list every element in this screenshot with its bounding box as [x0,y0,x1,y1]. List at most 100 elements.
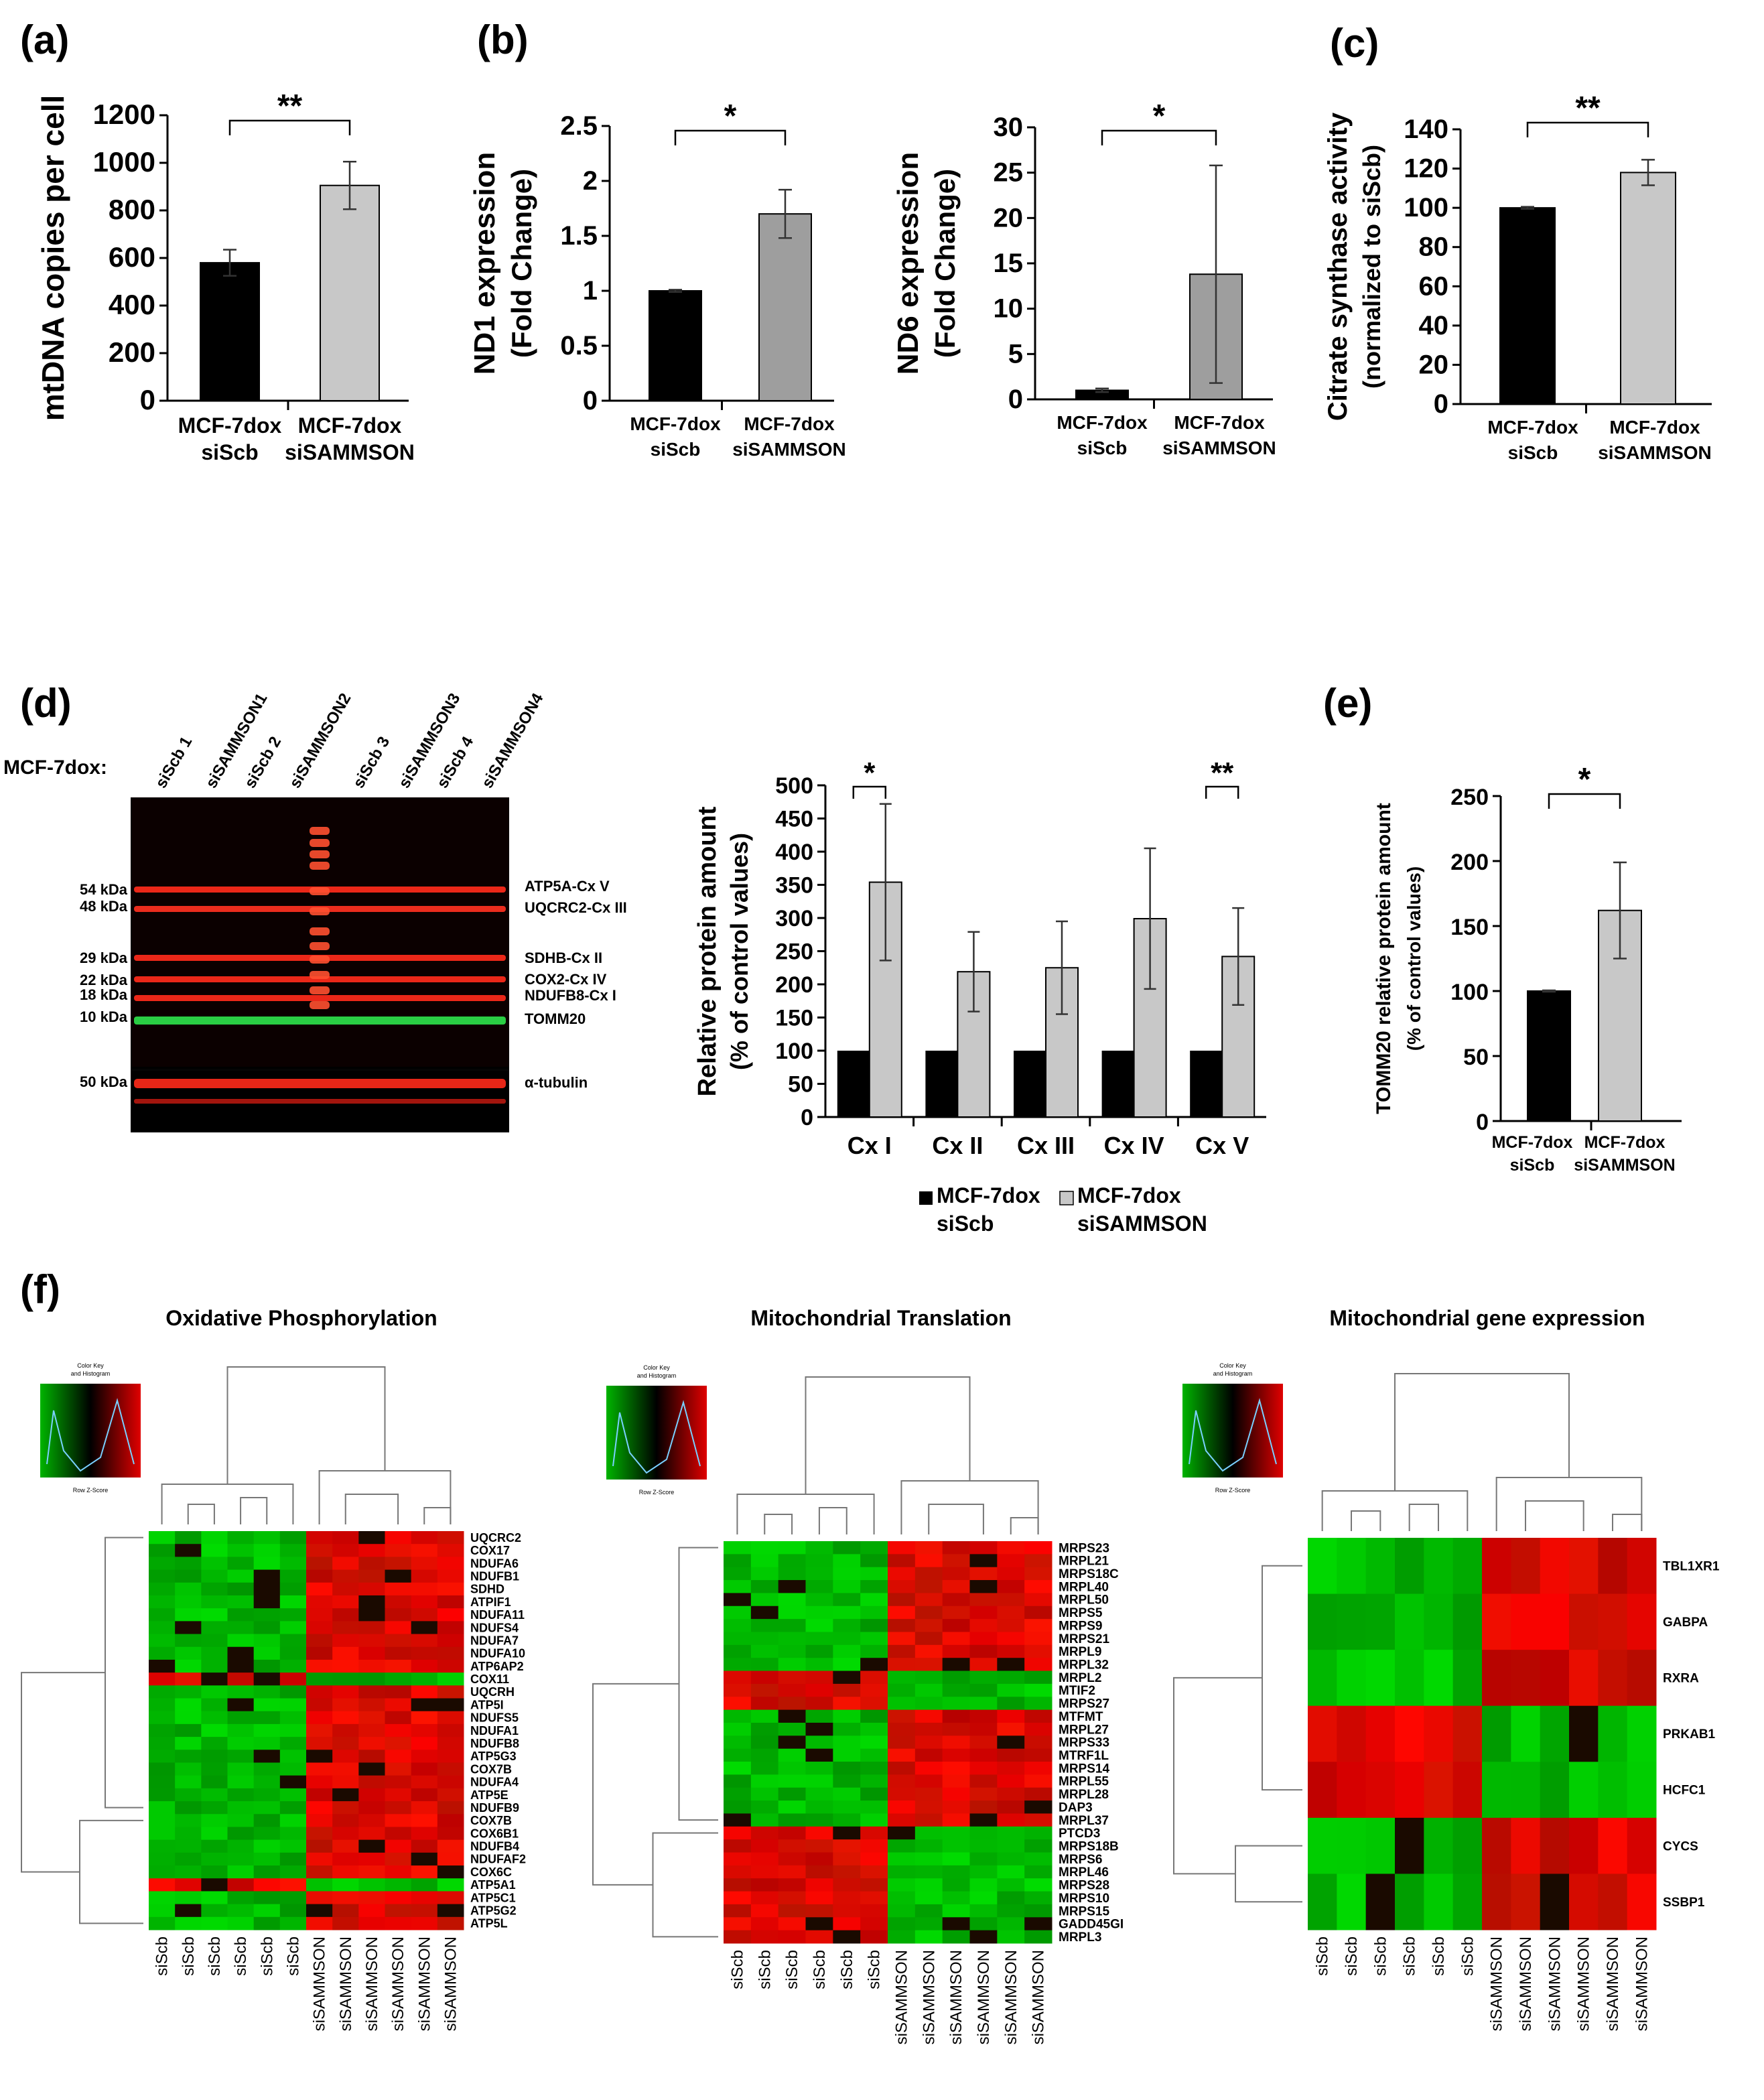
heatmap-cell [942,1748,970,1762]
heatmap-cell [411,1852,438,1866]
heatmap-cell [750,1787,779,1801]
significance-marker: * [864,757,876,789]
heatmap-cell [306,1788,333,1802]
heatmap-cell [724,1735,752,1750]
bar-mcf-7dox-siscb [200,262,260,401]
heatmap-cell [997,1865,1025,1879]
y-tick-label: 150 [775,1006,813,1031]
heatmap-cell [411,1634,438,1648]
heatmap-cell [175,1827,202,1841]
heatmap-cell [1540,1874,1570,1930]
y-axis-title: mtDNA copies per cell [36,95,70,421]
heatmap-cell [1024,1865,1053,1879]
heatmap-cell [914,1904,943,1918]
heatmap-cell [1424,1593,1454,1650]
heatmap-cell [1308,1650,1337,1707]
heatmap-cell [724,1619,752,1632]
heatmap-cell [805,1593,833,1607]
heatmap-cell [997,1554,1025,1568]
lane-label: siScb 2 [241,734,285,791]
heatmap-cell [306,1659,333,1673]
heatmap-cell [411,1891,438,1905]
heatmap-cell [332,1646,359,1660]
heatmap-cell [437,1711,464,1725]
heatmap-cell [805,1774,833,1788]
heatmap-cell [997,1930,1025,1944]
heatmap-cell [805,1670,833,1685]
heatmap-cell [942,1580,970,1593]
heatmap-cell [306,1839,333,1853]
heatmap-cell [175,1839,202,1853]
heatmap-cell [149,1582,176,1596]
gene-label: NDUFA10 [470,1647,525,1660]
gene-label: ATP5A1 [470,1878,516,1892]
heatmap-cell [1598,1762,1628,1819]
heatmap-cell [253,1685,281,1699]
heatmap-cell [1308,1762,1337,1819]
heatmap-cell [750,1774,779,1788]
gene-label: MRPL27 [1059,1723,1109,1737]
heatmap-cell [750,1619,779,1632]
heatmap-cell [253,1608,281,1622]
gene-label: NDUFS4 [470,1621,519,1634]
heatmap-cell [1569,1817,1599,1874]
heatmap-cell [914,1762,943,1775]
heatmap-cell [411,1814,438,1827]
heatmap-cell [279,1711,307,1725]
heatmap-cell [149,1544,176,1557]
heatmap-cell [175,1621,202,1635]
sample-label: siSAMMSON [363,1937,381,2031]
heatmap-cell [201,1878,228,1892]
heatmap-cell [942,1670,970,1685]
heatmap-cell [332,1839,359,1853]
lane-label: siScb 4 [433,733,478,791]
ladder-band [310,907,330,915]
dendrogram-branch [1010,1517,1039,1534]
heatmap-cell [750,1891,779,1905]
heatmap-cell [385,1634,412,1648]
heatmap-cell [175,1595,202,1609]
heatmap-cell [833,1683,861,1697]
heatmap-cell [969,1839,998,1853]
heatmap-cell [1337,1538,1367,1595]
y-tick-label: 1.5 [560,221,598,251]
heatmap-cell [750,1735,779,1750]
heatmap-cell [411,1685,438,1699]
gene-label: ATP5G3 [470,1750,517,1763]
heatmap-cell [942,1593,970,1607]
heatmap-cell [805,1735,833,1750]
heatmap-cell [805,1800,833,1814]
heatmap-cell [1569,1538,1599,1595]
gene-label: MTRF1L [1059,1749,1109,1763]
heatmap-cell [227,1672,255,1686]
heatmap-cell [833,1852,861,1866]
heatmap-cell [750,1748,779,1762]
heatmap-cell [332,1865,359,1879]
gene-label: MRPL46 [1059,1865,1109,1880]
gene-label: MRPL21 [1059,1555,1109,1569]
heatmap-cell [833,1709,861,1723]
heatmap-cell [279,1672,307,1686]
heatmap-cell [778,1554,806,1568]
gene-label: MRPS6 [1059,1853,1102,1867]
heatmap-cell [149,1723,176,1737]
heatmap-cell [860,1541,888,1555]
heatmap-cell [253,1788,281,1802]
heatmap-cell [332,1698,359,1712]
heatmap-cell [833,1917,861,1931]
heatmap-cell [914,1748,943,1762]
heatmap-cell [201,1595,228,1609]
gene-label: NDUFB9 [470,1801,519,1815]
heatmap-cell [1569,1705,1599,1762]
heatmap-cell [411,1839,438,1853]
heatmap-cell [1024,1658,1053,1672]
heatmap-cell [724,1554,752,1568]
band-label: COX2-Cx IV [525,971,607,988]
gene-label: SDHD [470,1583,504,1596]
heatmap-cell [997,1644,1025,1658]
color-key-title: Color Key [643,1364,670,1371]
dendrogram-branch [1408,1504,1439,1531]
heatmap-cell [253,1582,281,1596]
heatmap-cell [411,1711,438,1725]
heatmap-cell [358,1646,385,1660]
